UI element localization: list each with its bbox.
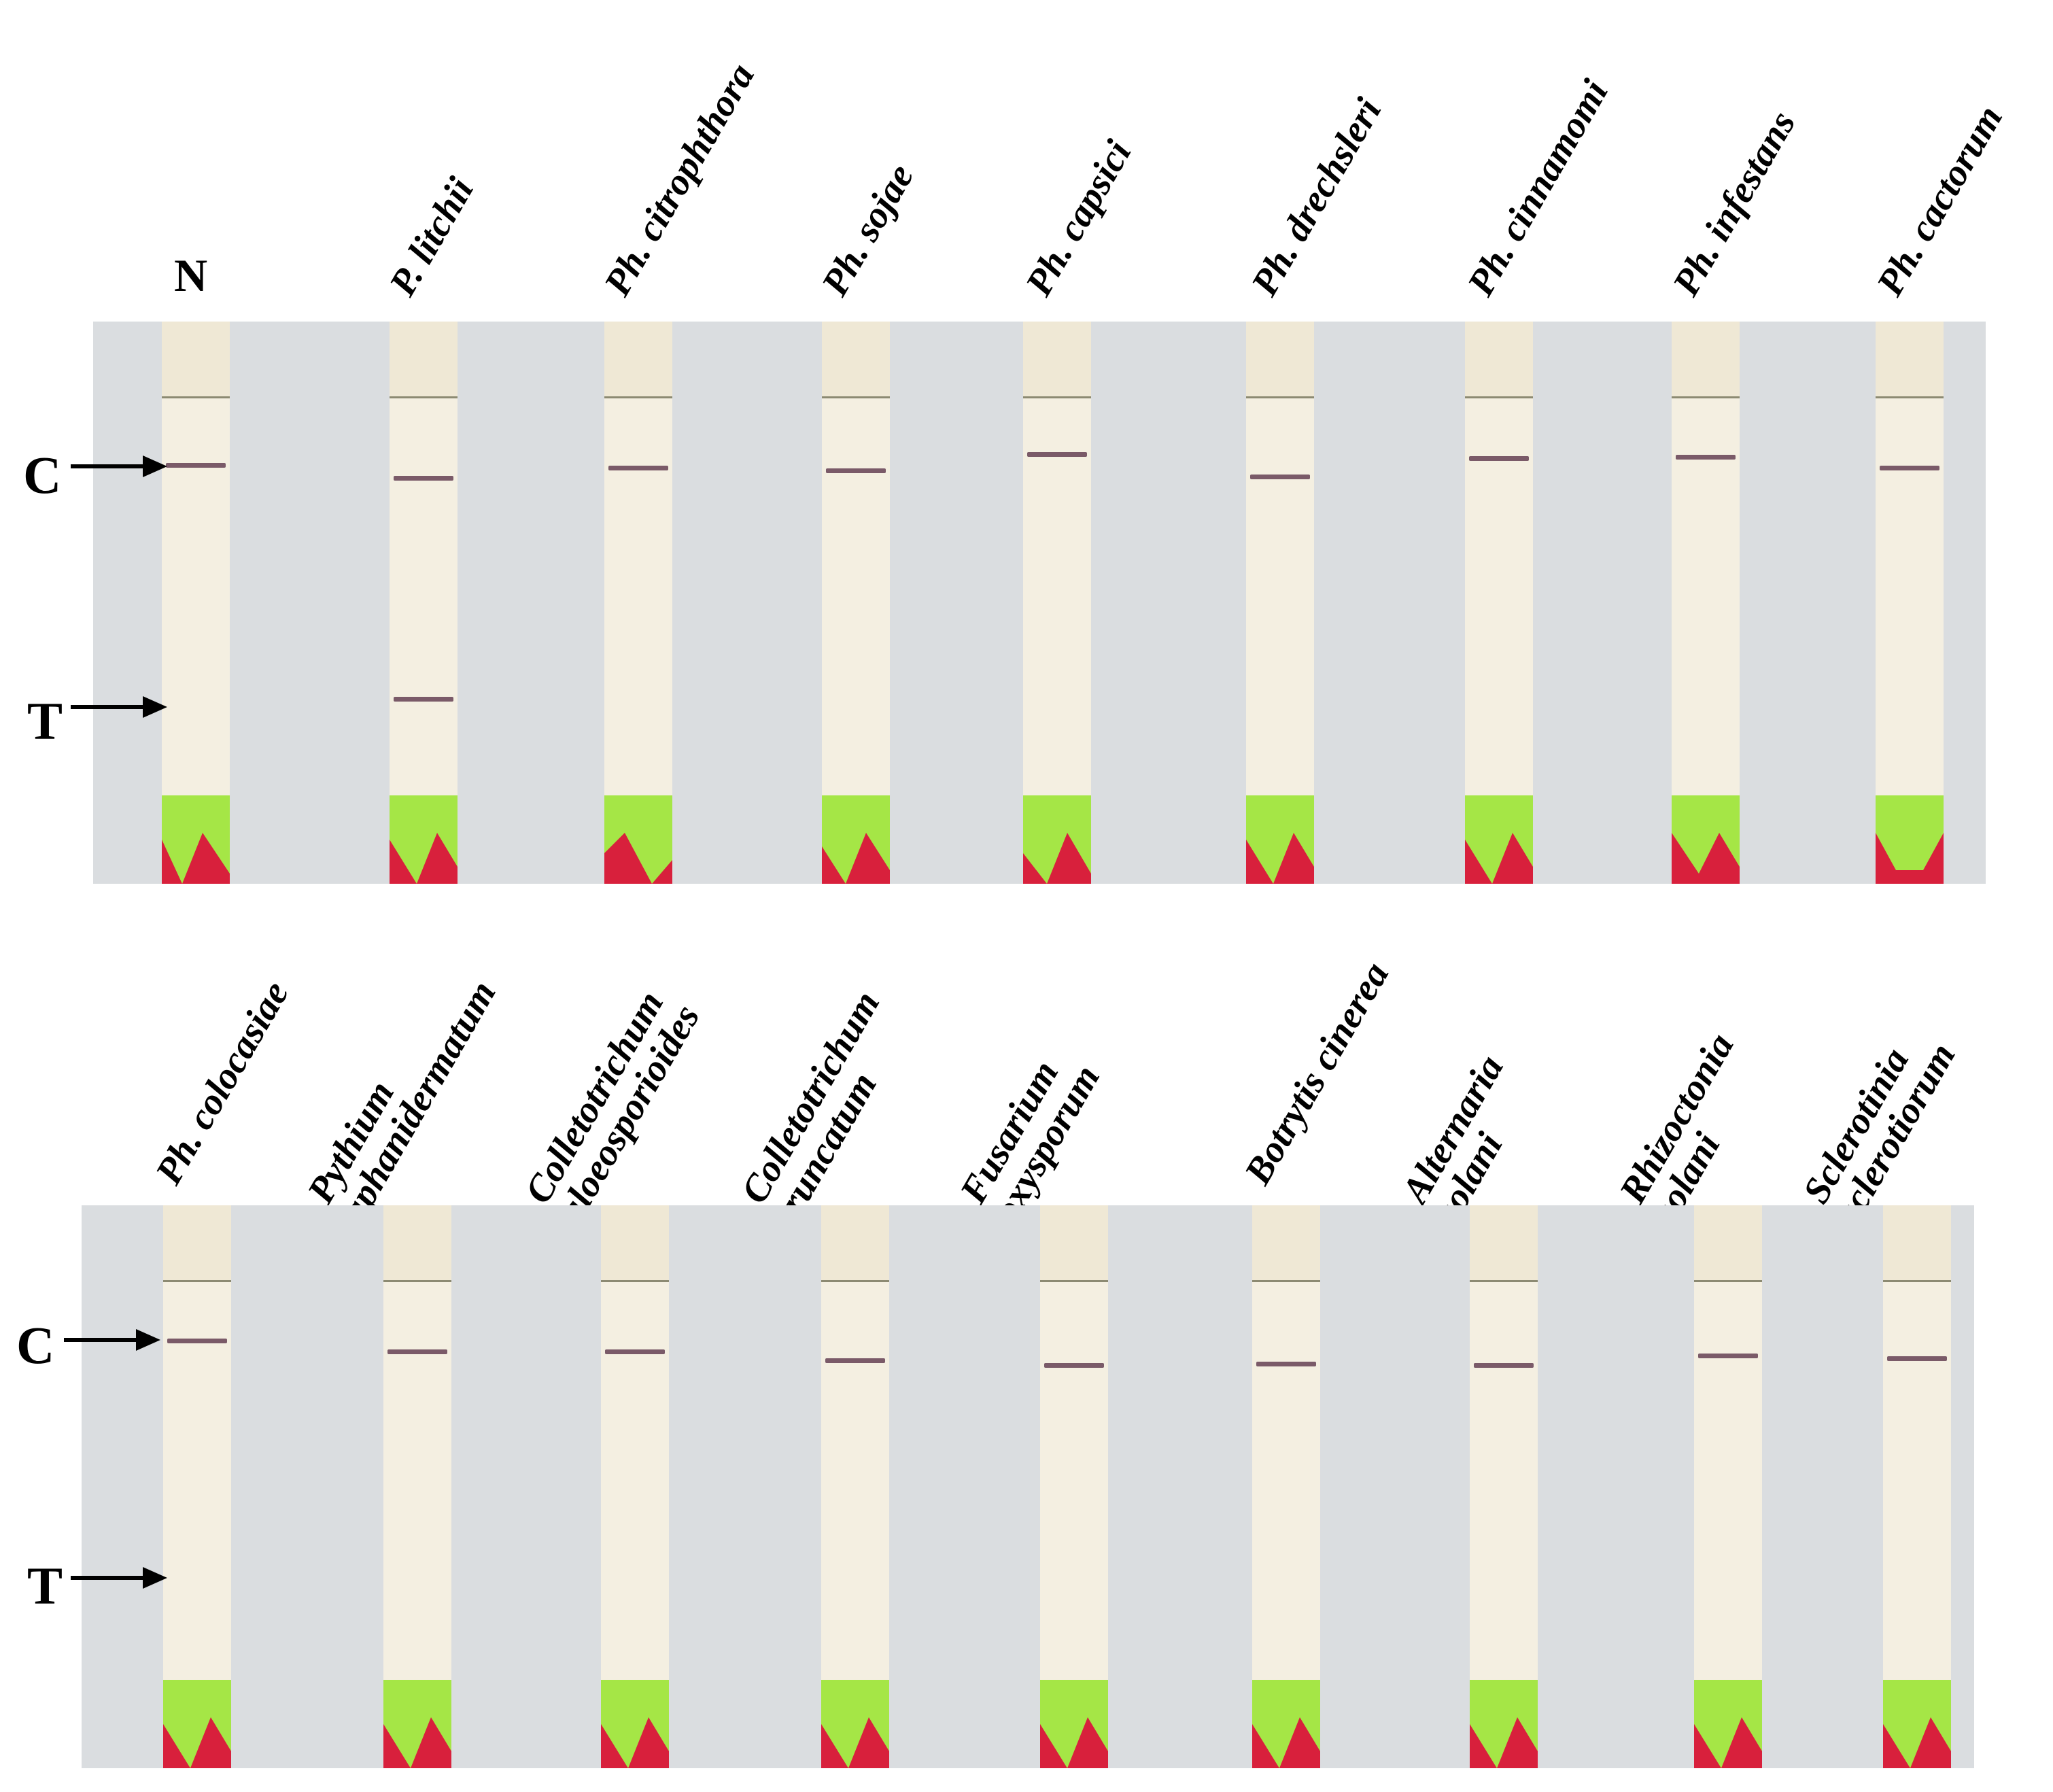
test-strip bbox=[1465, 322, 1533, 884]
strip-label-ph-drechsleri: Ph. drechsleri bbox=[1243, 91, 1390, 303]
strip-label-ph-cinnamomi: Ph. cinnamomi bbox=[1459, 73, 1617, 303]
strip-label-pythium-aphanidermatum: Pythium aphanidermatum bbox=[299, 973, 504, 1230]
strip-label-rhizoctonia-solani: Rhizoctonia solani bbox=[1611, 1026, 1742, 1230]
test-strip bbox=[383, 1205, 451, 1768]
test-strip bbox=[1694, 1205, 1762, 1768]
control-arrow-icon bbox=[71, 455, 167, 477]
strip-label-fusarium-oxysporum: Fusarium oxysporum bbox=[952, 1054, 1109, 1230]
bottom-strip-panel bbox=[82, 1205, 1974, 1768]
test-strip bbox=[1883, 1205, 1951, 1768]
test-arrow-icon bbox=[71, 1567, 167, 1589]
test-line-marker: T bbox=[27, 1556, 63, 1615]
control-line-marker: C bbox=[16, 1315, 55, 1375]
strip-label-ph-citrophthora: Ph. citrophthora bbox=[596, 56, 763, 303]
test-arrow-icon bbox=[71, 696, 167, 718]
strip-label-ph-sojae: Ph. sojae bbox=[813, 157, 922, 303]
test-strip bbox=[1672, 322, 1740, 884]
test-strip bbox=[1470, 1205, 1538, 1768]
strip-label-colletotrichum-truncatum: Colletotrichum truncatum bbox=[733, 984, 889, 1230]
strip-label-botrytis-cinerea: Botrytis cinerea bbox=[1236, 954, 1398, 1192]
strip-label-ph-infestans: Ph. infestans bbox=[1664, 104, 1804, 303]
control-arrow-icon bbox=[64, 1329, 160, 1351]
strip-label-ph-capsici: Ph. capsici bbox=[1017, 133, 1140, 303]
test-strip bbox=[162, 322, 230, 884]
strip-label-alternaria-solani: Alternaria solani bbox=[1394, 1048, 1512, 1230]
test-strip bbox=[821, 1205, 889, 1768]
label-negative: N bbox=[174, 249, 208, 301]
test-strip bbox=[601, 1205, 669, 1768]
strip-label-p-litchii: P. litchii bbox=[381, 171, 482, 303]
test-strip bbox=[604, 322, 672, 884]
test-strip bbox=[1252, 1205, 1320, 1768]
strip-label-sclerotinia-sclerotiorum: Sclerotinia sclerotiorum bbox=[1795, 1036, 1964, 1230]
test-strip bbox=[822, 322, 890, 884]
test-strip bbox=[1023, 322, 1091, 884]
test-strip bbox=[1246, 322, 1314, 884]
test-strip bbox=[1876, 322, 1944, 884]
test-line-marker: T bbox=[27, 691, 63, 751]
strip-label-ph-cactorum: Ph. cactorum bbox=[1868, 99, 2012, 303]
strip-label-ph-colocasiae: Ph. colocasiae bbox=[147, 974, 298, 1192]
test-strip bbox=[163, 1205, 231, 1768]
test-strip bbox=[1040, 1205, 1108, 1768]
control-line-marker: C bbox=[23, 445, 62, 504]
top-strip-panel bbox=[93, 322, 1986, 884]
test-strip bbox=[390, 322, 458, 884]
